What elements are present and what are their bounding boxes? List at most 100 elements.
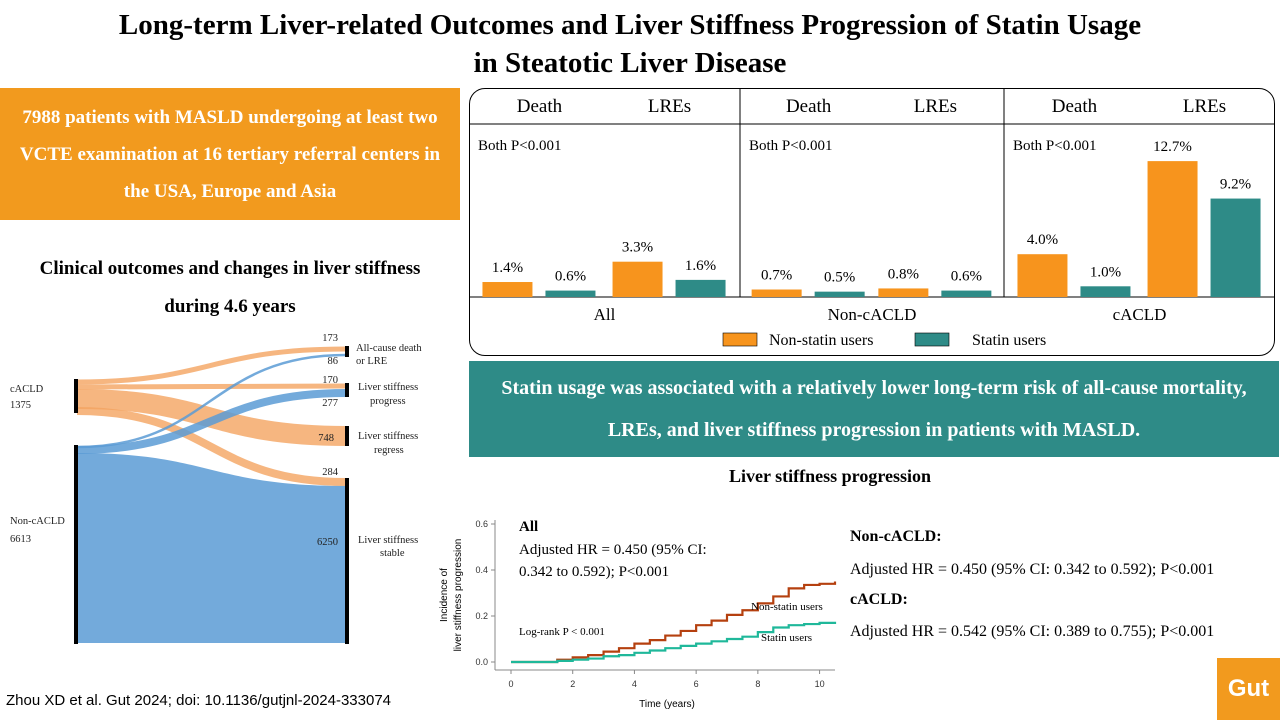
km-y-tick-label: 0.2 (475, 611, 488, 621)
legend-swatch-statin (914, 332, 950, 347)
km-ylabel-2: liver stiffness progression (453, 539, 464, 652)
bar-p-text: Both P<0.001 (478, 138, 561, 154)
bar-data-label: 1.0% (1090, 264, 1121, 280)
km-annotation-title: All (519, 519, 538, 535)
sankey-flow-noncacld-stable (77, 453, 346, 643)
bar-chart: Death LREs Death LREs Death LREs Both P<0.001… (469, 88, 1275, 349)
sankey-count-748: 748 (318, 433, 334, 444)
bar-mark (878, 288, 929, 297)
sankey-flow-noncacld-progress (76, 389, 347, 454)
km-x-tick-label: 10 (815, 679, 825, 689)
sankey-target-death-2: or LRE (356, 356, 387, 367)
bar-mark (1080, 286, 1131, 297)
legend-label-nonstatin: Non-statin users (769, 332, 873, 349)
sankey-count-86: 86 (328, 356, 339, 367)
sankey-node-cacld (74, 379, 78, 413)
bar-data-label: 1.4% (492, 260, 523, 276)
bar-subgroup-header: LREs (914, 96, 957, 117)
sankey-flow-cacld-death (76, 346, 347, 385)
sankey-count-284: 284 (322, 467, 339, 478)
bar-data-label: 0.5% (824, 270, 855, 286)
km-chart: 0 2 4 6 8 10 0.0 0.2 0.4 0.6 Time (years) Inciden… (439, 519, 837, 710)
page-title: Long-term Liver-related Outcomes and Liv… (0, 6, 1260, 82)
conclusion-text: Statin usage was associated with a relat… (501, 377, 1247, 441)
km-annotation-line2: 0.342 to 0.592); P<0.001 (519, 564, 669, 580)
sankey-flow-cacld-stable (76, 407, 347, 486)
study-population-text: 7988 patients with MASLD undergoing at l… (19, 106, 441, 202)
bar-data-label: 1.6% (685, 258, 716, 274)
km-x-tick-label: 8 (755, 679, 760, 689)
km-logrank: Log-rank P < 0.001 (519, 626, 605, 638)
legend-label-statin: Statin users (972, 332, 1046, 349)
bar-subgroup-header: Death (786, 96, 832, 117)
hr-cacld-text: Adjusted HR = 0.542 (95% CI: 0.389 to 0.… (850, 623, 1215, 640)
sankey-count-6250: 6250 (317, 537, 338, 548)
bar-data-label: 4.0% (1027, 232, 1058, 248)
sankey-source-count-cacld: 1375 (10, 400, 31, 411)
legend-swatch-nonstatin (722, 332, 758, 347)
sankey-flow-cacld-progress (76, 383, 347, 390)
sankey-target-progress-1: Liver stiffness (358, 382, 418, 393)
bar-group-label: cACLD (1113, 305, 1167, 324)
sankey-source-label-cacld: cACLD (10, 384, 44, 395)
bar-data-label: 9.2% (1220, 177, 1251, 193)
bar-subgroup-header: LREs (648, 96, 691, 117)
sankey-target-regress-1: Liver stiffness (358, 431, 418, 442)
km-x-tick-label: 4 (632, 679, 637, 689)
sankey-target-progress-2: progress (370, 396, 406, 407)
km-series-label-statin: Statin users (761, 632, 812, 644)
km-y-tick-label: 0.4 (475, 565, 488, 575)
title-line-1: Long-term Liver-related Outcomes and Liv… (118, 9, 1142, 41)
bar-mark (751, 289, 802, 297)
bar-mark (1017, 254, 1068, 297)
sankey-source-label-noncacld: Non-cACLD (10, 516, 65, 527)
sankey-count-173: 173 (322, 333, 338, 344)
km-series-line (511, 621, 837, 664)
gut-logo-text: Gut (1227, 675, 1270, 702)
bar-mark (1210, 198, 1261, 297)
sankey-diagram: cACLD 1375 Non-cACLD 6613 173 86 170 277… (10, 333, 422, 644)
bar-mark (545, 290, 596, 297)
sankey-target-stable-2: stable (380, 548, 405, 559)
km-series-label-nonstatin: Non-statin users (751, 601, 823, 613)
bar-mark (1147, 161, 1198, 297)
hr-cacld-label: cACLD: (850, 591, 908, 608)
km-series-line (511, 581, 837, 664)
bar-mark (675, 279, 726, 297)
sankey-source-count-noncacld: 6613 (10, 534, 31, 545)
km-x-tick-label: 0 (508, 679, 513, 689)
bar-group-label: All (594, 305, 616, 324)
conclusion-box: Statin usage was associated with a relat… (469, 361, 1279, 457)
hr-noncacld-label: Non-cACLD: (850, 528, 942, 545)
sankey-node-death (345, 346, 349, 357)
sankey-target-regress-2: regress (374, 445, 404, 456)
ls-progression-title: Liver stiffness progression (728, 466, 931, 486)
sankey-title: Clinical outcomes and changes in liver s… (39, 258, 421, 317)
bar-subgroup-header: LREs (1183, 96, 1226, 117)
citation: Zhou XD et al. Gut 2024; doi: 10.1136/gu… (6, 692, 391, 709)
title-line-2: in Steatotic Liver Disease (473, 47, 787, 79)
bar-mark (482, 282, 533, 297)
bar-subgroup-header: Death (517, 96, 563, 117)
hr-results: Non-cACLD: Adjusted HR = 0.450 (95% CI: … (850, 526, 1280, 643)
bar-data-label: 0.6% (951, 269, 982, 285)
bar-data-label: 0.6% (555, 269, 586, 285)
gut-logo: Gut (1217, 658, 1280, 720)
sankey-count-277: 277 (322, 398, 338, 409)
bar-group-label: Non-cACLD (828, 305, 917, 324)
hr-noncacld-text: Adjusted HR = 0.450 (95% CI: 0.342 to 0.… (850, 561, 1215, 578)
km-ylabel-1: Incidence of (439, 568, 450, 622)
km-x-tick-label: 6 (694, 679, 699, 689)
km-y-tick-label: 0.0 (475, 657, 488, 667)
km-xlabel: Time (years) (639, 699, 695, 710)
km-y-tick-label: 0.6 (475, 519, 488, 529)
bar-mark (941, 290, 992, 297)
km-annotation-line1: Adjusted HR = 0.450 (95% CI: (519, 542, 707, 558)
bar-data-label: 12.7% (1153, 139, 1192, 155)
bar-mark (612, 261, 663, 297)
bar-subgroup-header: Death (1052, 96, 1098, 117)
bar-chart-panel (469, 88, 1275, 356)
km-x-tick-label: 2 (570, 679, 575, 689)
bar-data-label: 3.3% (622, 240, 653, 256)
bar-p-text: Both P<0.001 (749, 138, 832, 154)
